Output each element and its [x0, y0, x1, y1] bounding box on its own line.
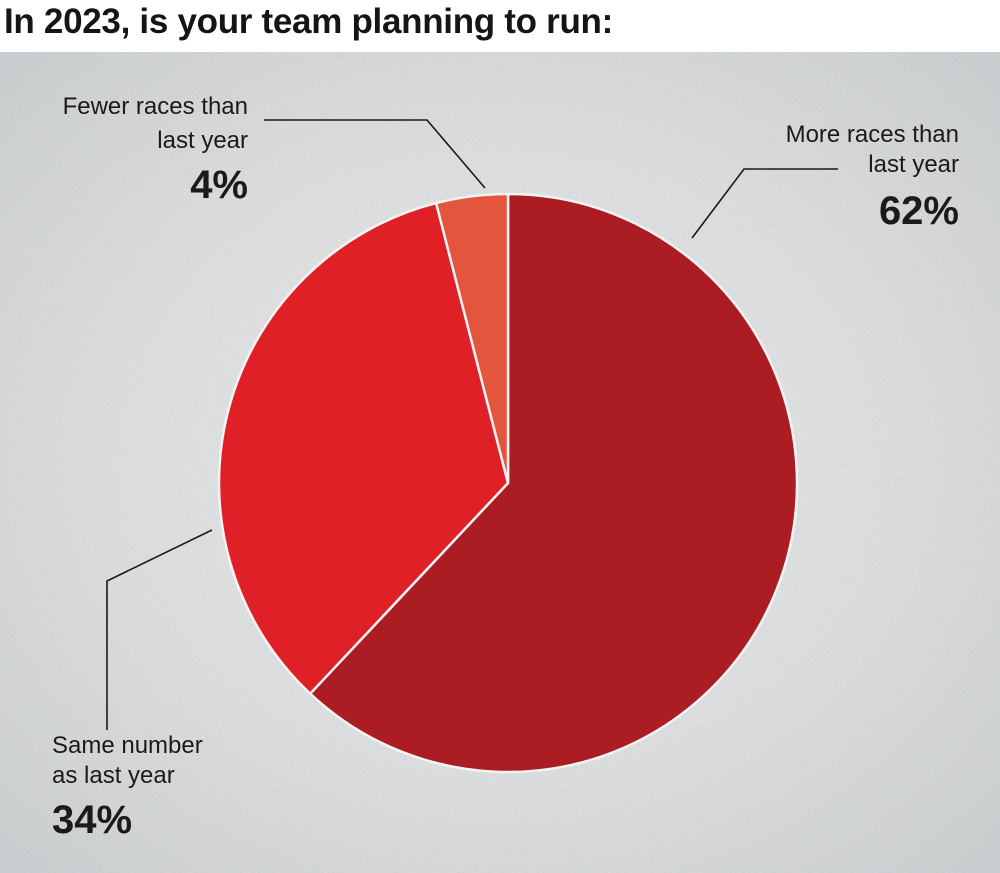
slice-pct-more: 62% — [879, 189, 959, 233]
slice-label-fewer-line2: last year — [157, 127, 248, 154]
slice-label-fewer-line1: Fewer races than — [63, 93, 248, 120]
slice-label-same-line2: as last year — [52, 762, 175, 789]
slice-pct-same: 34% — [52, 798, 132, 842]
pie-slice-fewer — [434, 192, 510, 485]
slice-pct-fewer: 4% — [190, 163, 248, 207]
slice-label-same-line1: Same number — [52, 732, 203, 759]
slice-label-more-line2: last year — [868, 151, 959, 178]
slice-label-more-line1: More races than — [786, 121, 959, 148]
pie-slices — [217, 192, 799, 774]
pie-slice-same — [217, 201, 510, 695]
pie-slice-more — [308, 192, 799, 774]
leader-line-fewer — [264, 119, 486, 189]
slice-label-more: More races than last year 62% — [786, 121, 959, 233]
slice-label-same: Same number as last year 34% — [52, 732, 203, 842]
slice-label-fewer: Fewer races than last year 4% — [63, 93, 248, 207]
chart-title: In 2023, is your team planning to run: — [4, 2, 613, 41]
leader-line-more — [691, 168, 838, 239]
leader-line-same — [106, 529, 213, 730]
